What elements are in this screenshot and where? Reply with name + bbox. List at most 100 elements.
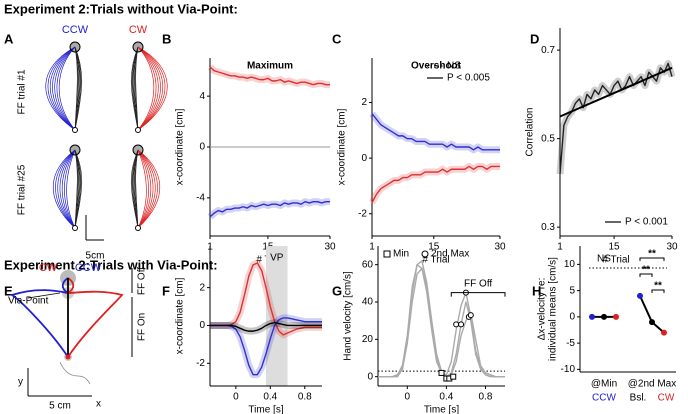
y-tick-label: -5 — [566, 338, 575, 349]
trajectory — [137, 149, 156, 229]
legend-label: P < 0.005 — [447, 73, 490, 84]
x-tick-label: 1 — [557, 242, 563, 253]
start — [72, 225, 78, 231]
x-tick-label: 30 — [494, 242, 506, 253]
row-label: FF trial #1 — [17, 69, 28, 114]
y-tick-label: -2 — [196, 358, 205, 369]
trajectory — [9, 277, 69, 358]
trajectory — [52, 149, 76, 229]
chart-d: D 0.3 0.5 0.7 1 15 30 # Trial Correlation P < 0.0… — [525, 28, 678, 266]
x-tick-label: 0.8 — [298, 392, 312, 403]
bracket-label: FF Off — [464, 278, 492, 289]
y-axis-label: Correlation — [525, 108, 536, 157]
trajectory — [55, 149, 76, 229]
series-name: Bsl. — [630, 393, 647, 404]
dot — [661, 329, 667, 336]
ns-label: NS — [597, 254, 611, 265]
start — [135, 225, 141, 231]
x-axis-label: Time [s] — [248, 405, 283, 414]
trajectory — [137, 46, 157, 131]
x-axis-label: # Trial — [422, 255, 449, 266]
trajectory — [47, 46, 76, 131]
y-axis-label: x-coordinate [cm] — [337, 108, 348, 185]
sig-bracket — [639, 273, 653, 277]
shade — [266, 246, 288, 386]
trajectory — [137, 149, 161, 229]
trajectory — [137, 149, 152, 229]
series-line — [209, 200, 330, 218]
y-tick-label: 2 — [199, 282, 205, 293]
trajectory — [74, 149, 83, 229]
trajectory — [74, 46, 83, 131]
y-tick-label: 40 — [362, 297, 374, 308]
label-cw: CW — [39, 262, 58, 274]
y-tick-label: 0 — [367, 371, 373, 382]
panel-a: A CCW CW FF trial #1 FF trial #25 5cm — [4, 24, 168, 262]
max2-marker — [453, 321, 460, 328]
sig-label: ** — [648, 249, 656, 260]
y-tick-label: 4 — [199, 91, 205, 102]
series-line — [559, 62, 673, 175]
sig-bracket — [651, 289, 665, 293]
series-line — [371, 165, 500, 203]
trajectory — [64, 277, 124, 358]
series-name: CW — [658, 393, 675, 404]
via-label: Via-Point — [8, 296, 49, 307]
bracket — [450, 292, 506, 297]
trajectory — [57, 149, 76, 229]
y-tick-label: 2 — [361, 97, 367, 108]
legend-marker — [383, 250, 391, 258]
dot — [637, 292, 643, 299]
max2-marker — [467, 312, 474, 319]
ff-off: FF Off — [137, 267, 148, 295]
x-tick-label: 1 — [369, 242, 375, 253]
trajectory — [137, 46, 159, 131]
connector — [639, 295, 665, 334]
y-tick-label: 10 — [564, 259, 576, 270]
x-tick-label: @Min — [591, 379, 617, 390]
series-line — [210, 321, 322, 332]
legend-label: Min — [393, 249, 409, 260]
trajectory — [137, 46, 155, 131]
trajectory — [54, 46, 76, 131]
start-dot — [65, 354, 71, 360]
y-axis-label: Hand velocity [cm/s] — [343, 271, 354, 361]
y-tick-label: 60 — [362, 259, 374, 270]
chart-title: Maximum — [247, 61, 293, 72]
chart-h: H -10 -5 0 5 10 Δx-velocity re: individual mean… — [532, 246, 676, 404]
trajectory — [56, 46, 76, 131]
panel-e: E CW CCW Via-Point FF Off FF On y x 5 cm — [4, 262, 148, 412]
section-title: Experiment 2:Trials with Via-Point: — [4, 257, 218, 272]
panel-letter: B — [162, 31, 171, 46]
sig-bracket — [639, 257, 665, 261]
trajectory — [61, 149, 76, 229]
y-tick-label: -10 — [561, 364, 576, 375]
trajectory — [49, 46, 76, 131]
hand — [59, 361, 91, 385]
ff-on: FF On — [137, 313, 148, 341]
series-line — [559, 66, 673, 118]
scale-label: 5cm — [86, 251, 105, 262]
min-marker — [450, 373, 457, 380]
via-pointer — [27, 292, 61, 299]
sig-label: ** — [642, 265, 650, 276]
panel-letter: A — [4, 31, 14, 46]
y-axis-label: individual means [cm/s] — [548, 257, 559, 361]
trajectory — [137, 149, 154, 229]
trajectory — [52, 46, 76, 131]
legend-label: P < 0.001 — [625, 217, 668, 228]
trajectory — [64, 149, 76, 229]
chart-c: C Overshoot -2 0 2 1 15 30 # Trial x-coordinate [… — [332, 31, 506, 265]
trajectory — [130, 46, 139, 131]
x-axis-label: Time [s] — [424, 405, 459, 414]
legend-label: 2nd Max — [431, 249, 469, 260]
trajectory — [59, 149, 76, 229]
y-tick-label: 0 — [199, 320, 205, 331]
y-tick-label: 0.5 — [541, 133, 555, 144]
target-ring — [132, 41, 144, 53]
x-tick-label: 15 — [609, 242, 621, 253]
y-tick-label: 0 — [199, 142, 205, 153]
target-ring — [132, 144, 144, 156]
